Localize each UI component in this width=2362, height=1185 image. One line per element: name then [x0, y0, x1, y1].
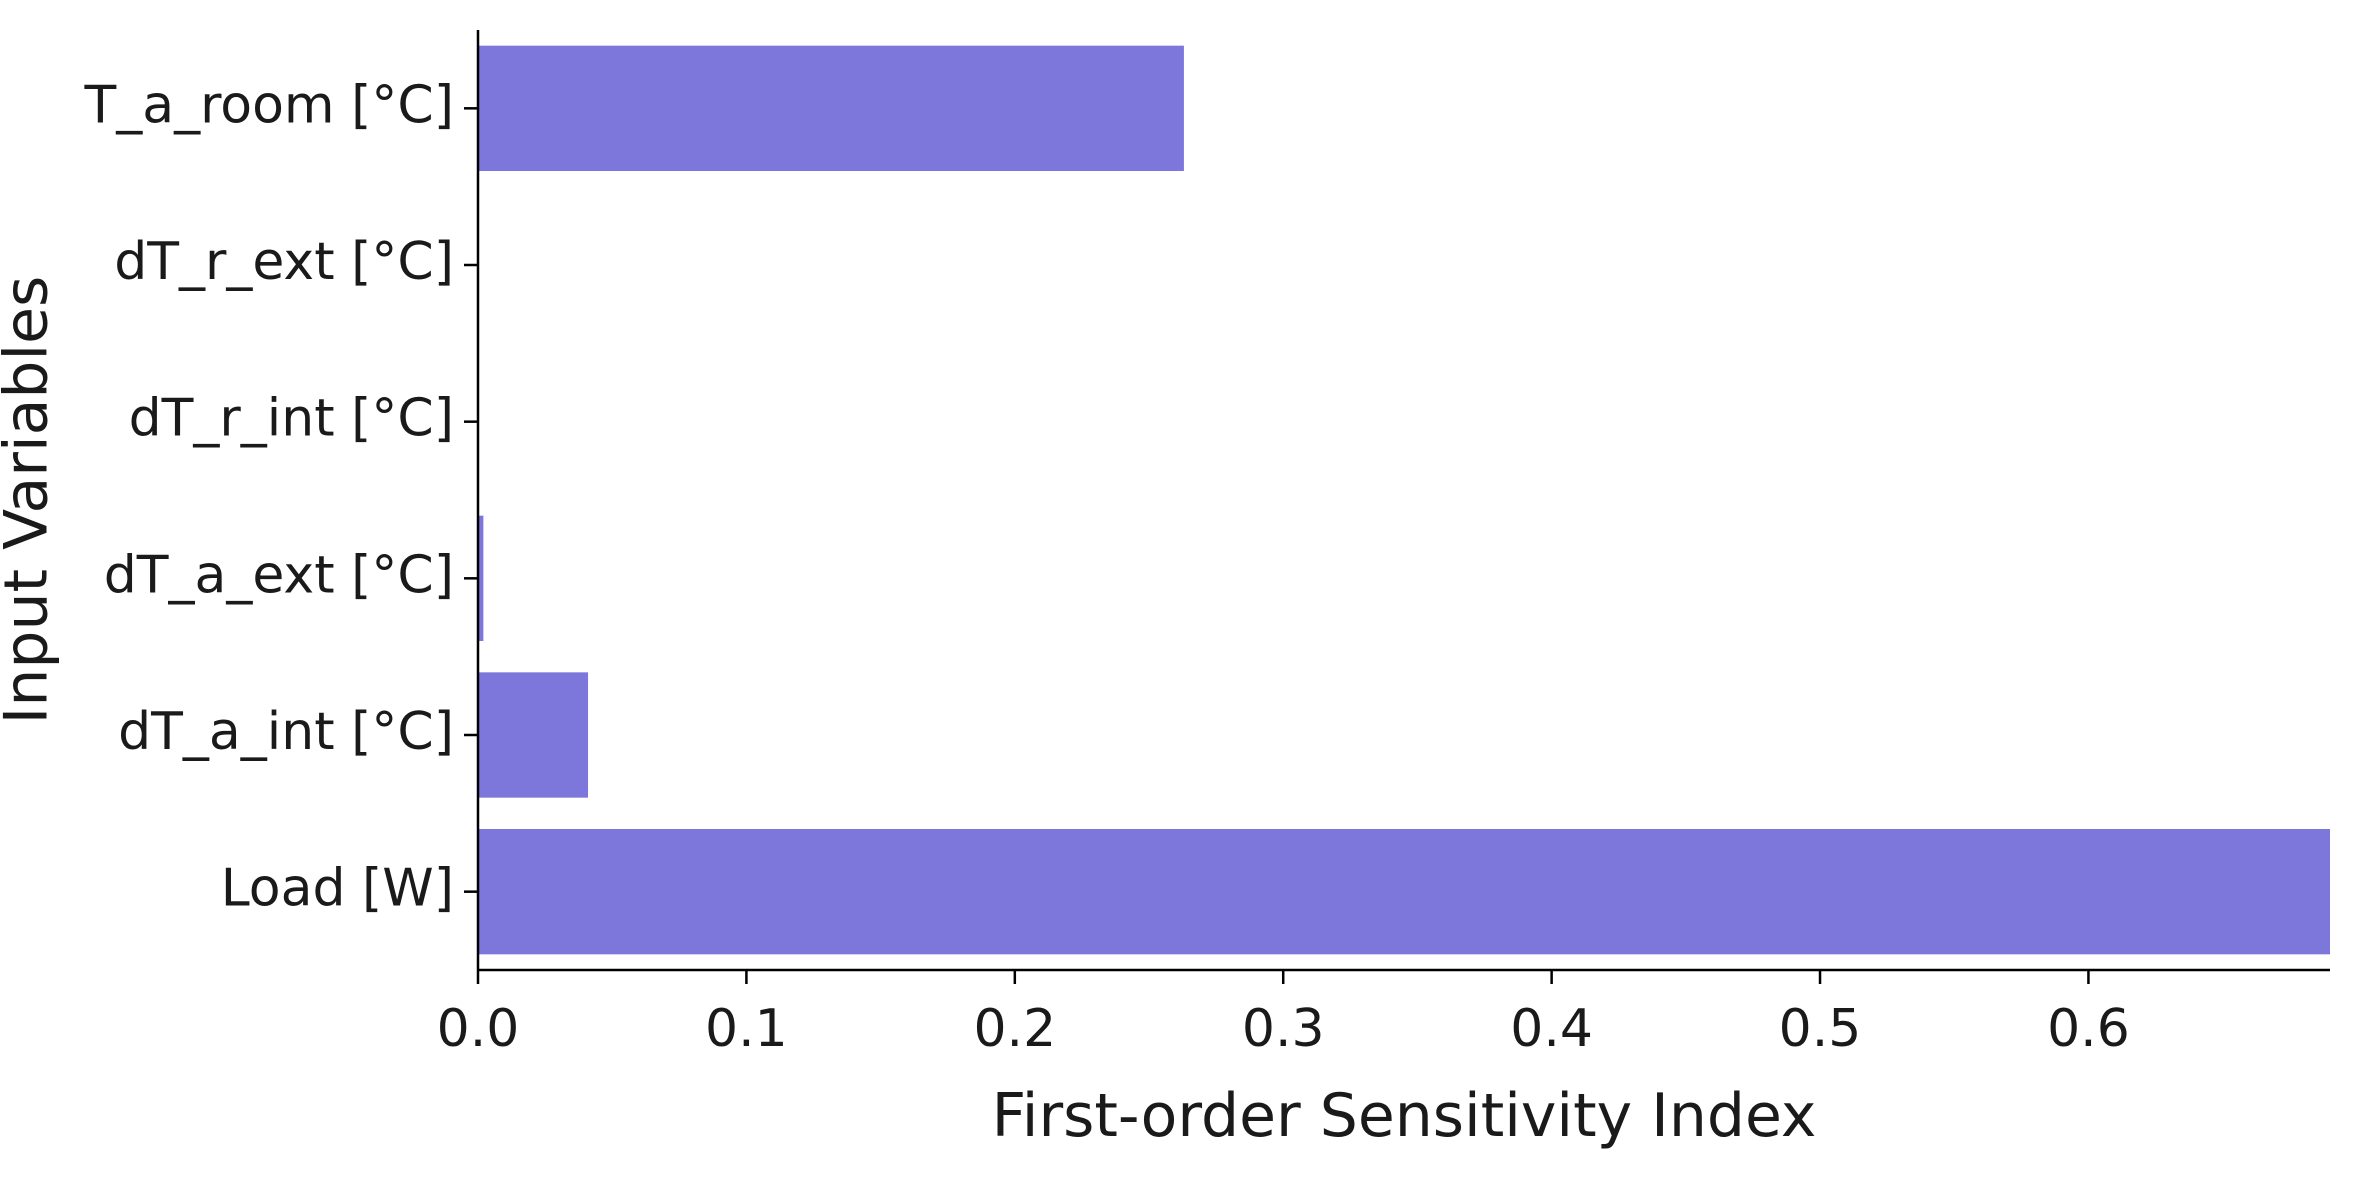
x-tick-label: 0.4	[1510, 999, 1593, 1059]
x-tick-label: 0.5	[1779, 999, 1862, 1059]
bar-load-w	[478, 829, 2330, 955]
x-tick-label: 0.1	[705, 999, 788, 1059]
y-tick-label: dT_r_int [°C]	[129, 389, 454, 449]
y-tick-label: dT_r_ext [°C]	[114, 232, 454, 292]
bars-group	[478, 45, 2330, 955]
y-tick-label: dT_a_ext [°C]	[104, 545, 454, 605]
bar-t-a-room-c	[478, 45, 1184, 171]
y-axis-label: Input Variables	[0, 276, 62, 725]
x-tick-label: 0.0	[437, 999, 520, 1059]
x-tick-label: 0.6	[2047, 999, 2130, 1059]
ticks-group: T_a_room [°C] dT_r_ext [°C] dT_r_int [°C] d…	[83, 75, 2129, 1059]
x-tick-label: 0.2	[973, 999, 1056, 1059]
y-tick-label: T_a_room [°C]	[83, 75, 454, 135]
y-tick-label: Load [W]	[221, 859, 454, 919]
bar-dt-a-int-c	[478, 672, 589, 798]
y-tick-label: dT_a_int [°C]	[118, 702, 454, 762]
bar-dt-a-ext-c	[478, 515, 484, 641]
x-tick-label: 0.3	[1242, 999, 1325, 1059]
x-axis-label: First-order Sensitivity Index	[992, 1081, 1817, 1151]
